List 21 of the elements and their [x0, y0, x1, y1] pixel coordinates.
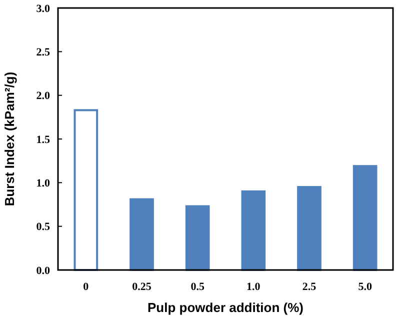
- y-tick-label: 1.5: [36, 134, 50, 146]
- bar: [74, 109, 98, 271]
- y-tick-label: 0.0: [36, 264, 50, 277]
- x-tick-label: 2.5: [302, 281, 317, 293]
- bar: [297, 186, 322, 271]
- bar: [185, 205, 210, 271]
- bar: [130, 198, 154, 271]
- x-tick-label: 1.0: [246, 281, 261, 293]
- y-tick-label: 2.5: [36, 46, 50, 59]
- y-axis-title: Burst Index (kPam²/g): [2, 72, 17, 206]
- y-tick-label: 2.0: [36, 90, 50, 102]
- y-tick-label: 3.0: [36, 2, 50, 15]
- x-tick-label: 0: [83, 281, 90, 293]
- bar: [241, 190, 266, 271]
- x-tick-label: 0.25: [132, 281, 152, 293]
- x-axis-title: Pulp powder addition (%): [148, 300, 304, 315]
- x-tick-label: 5.0: [358, 281, 372, 293]
- y-tick-label: 0.5: [36, 221, 50, 234]
- y-tick-label: 1.0: [36, 178, 50, 190]
- x-tick-label: 0.5: [190, 281, 205, 293]
- bar: [352, 165, 378, 271]
